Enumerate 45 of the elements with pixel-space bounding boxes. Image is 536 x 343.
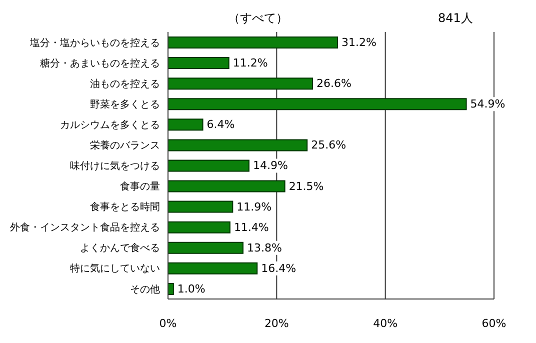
y-tick-label: その他	[130, 283, 160, 296]
bar	[168, 160, 250, 172]
data-label: 11.2%	[232, 56, 268, 70]
y-tick-label: 糖分・あまいものを控える	[40, 57, 160, 70]
bar	[168, 221, 230, 234]
y-tick-label: 野菜を多くとる	[90, 98, 160, 110]
data-label: 54.9%	[470, 98, 506, 111]
bar	[168, 180, 286, 192]
data-label: 13.8%	[246, 241, 282, 254]
bar	[168, 139, 308, 152]
chart-title: （すべて）	[228, 10, 288, 27]
data-label: 25.6%	[311, 138, 346, 152]
data-label: 14.9%	[252, 159, 288, 172]
data-label: 1.0%	[177, 282, 206, 296]
y-tick-label: よくかんで食べる	[80, 242, 160, 254]
y-tick-label: 食事をとる時間	[90, 201, 160, 214]
bar	[168, 118, 204, 131]
y-tick-label: 食事の量	[120, 180, 160, 193]
data-label: 11.4%	[234, 220, 269, 234]
bar	[168, 262, 258, 274]
x-tick-label: 40%	[373, 316, 398, 330]
data-label: 26.6%	[316, 77, 352, 90]
y-tick-label: カルシウムを多くとる	[60, 118, 160, 131]
bar	[168, 282, 174, 295]
y-tick-label: 油ものを控える	[90, 78, 160, 90]
data-label: 31.2%	[342, 36, 376, 49]
bar	[168, 242, 244, 254]
bar	[168, 57, 230, 70]
bar	[168, 78, 314, 90]
data-label: 11.9%	[236, 200, 272, 214]
bar	[168, 36, 338, 48]
bar	[168, 98, 467, 110]
y-tick-label: 塩分・塩からいものを控える	[29, 36, 160, 49]
y-tick-label: 外食・インスタント食品を控える	[10, 222, 160, 234]
data-label: 6.4%	[206, 118, 235, 132]
data-label: 21.5%	[288, 180, 324, 193]
y-tick-label: 特に気にしていない	[70, 262, 160, 275]
y-tick-label: 味付けに気をつける	[70, 160, 160, 172]
x-tick-label: 60%	[482, 316, 506, 330]
x-tick-label: 0%	[159, 316, 177, 330]
y-tick-label: 栄養のバランス	[90, 140, 160, 152]
text: 841人	[438, 10, 473, 27]
x-tick-label: 20%	[264, 316, 289, 330]
data-label: 16.4%	[261, 262, 296, 275]
bar	[168, 200, 234, 213]
